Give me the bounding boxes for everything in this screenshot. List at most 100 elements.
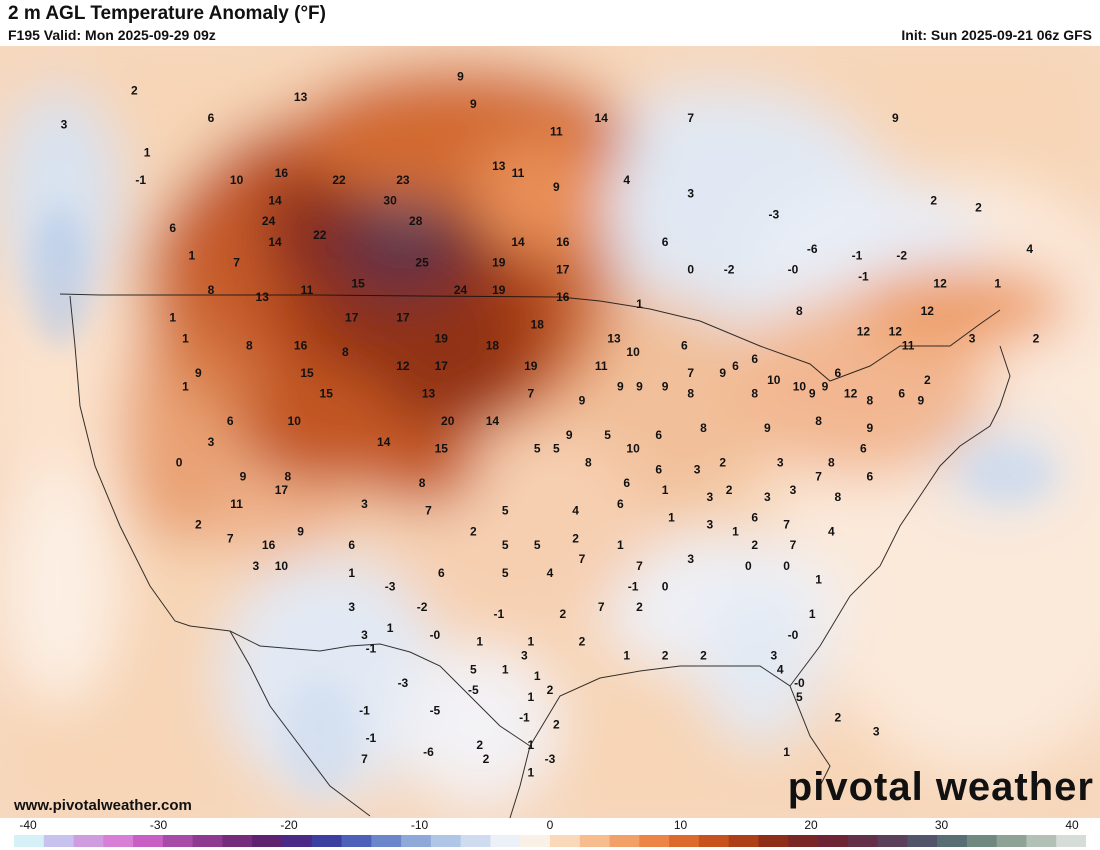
anomaly-label: 8 (342, 345, 349, 359)
anomaly-label: 3 (764, 490, 771, 504)
anomaly-label: -6 (423, 745, 434, 759)
anomaly-label: 6 (898, 387, 905, 401)
colorbar-swatches (14, 835, 1086, 847)
anomaly-label: 5 (604, 428, 611, 442)
colorbar-tick-label: 10 (673, 818, 688, 832)
colorbar-swatch (639, 835, 670, 847)
anomaly-label: 2 (834, 711, 841, 725)
anomaly-label: 1 (348, 566, 355, 580)
anomaly-label: 14 (268, 194, 282, 208)
colorbar-tick-label: 0 (546, 818, 554, 832)
anomaly-label: 1 (636, 297, 643, 311)
anomaly-label: 15 (435, 442, 449, 456)
anomaly-label: -0 (430, 628, 441, 642)
anomaly-label: 14 (486, 414, 500, 428)
anomaly-label: -1 (366, 642, 377, 656)
anomaly-label: 2 (470, 524, 477, 538)
colorbar-swatch (1056, 835, 1086, 847)
anomaly-label: 2 (751, 538, 758, 552)
colorbar-swatch (73, 835, 104, 847)
anomaly-label: 28 (409, 214, 423, 228)
colorbar-swatch (133, 835, 164, 847)
anomaly-label: 4 (547, 566, 554, 580)
anomaly-label: 1 (662, 483, 669, 497)
anomaly-label: -1 (366, 731, 377, 745)
anomaly-label: 12 (933, 276, 947, 290)
anomaly-label: -0 (788, 263, 799, 277)
anomaly-label: 8 (828, 456, 835, 470)
anomaly-label: 7 (425, 504, 432, 518)
colorbar-tick-label: 40 (1065, 818, 1079, 832)
anomaly-label: 9 (579, 393, 586, 407)
anomaly-label: 22 (332, 173, 346, 187)
mexico-pacific-coast (229, 630, 371, 817)
anomaly-label: 14 (377, 435, 391, 449)
anomaly-label: 6 (438, 566, 445, 580)
anomaly-label: 10 (275, 559, 289, 573)
colorbar-swatch (252, 835, 283, 847)
anomaly-label: 2 (195, 518, 202, 532)
anomaly-label: 12 (844, 387, 858, 401)
anomaly-label: 3 (208, 435, 215, 449)
anomaly-label: 20 (441, 414, 455, 428)
init-time: Init: Sun 2025-09-21 06z GFS (901, 27, 1092, 43)
colorbar-tick-label: 30 (934, 818, 949, 832)
boundary-lines (59, 293, 1011, 818)
anomaly-label: 5 (470, 662, 477, 676)
anomaly-label: 0 (687, 263, 694, 277)
anomaly-label: 7 (687, 366, 694, 380)
anomaly-label: 3 (770, 649, 777, 663)
anomaly-label: 2 (131, 83, 138, 97)
anomaly-label: 9 (617, 380, 624, 394)
colorbar-swatch (43, 835, 75, 847)
anomaly-label: -1 (135, 173, 146, 187)
anomaly-label: 5 (796, 690, 803, 704)
anomaly-label: 15 (351, 276, 365, 290)
website-url[interactable]: www.pivotalweather.com (14, 797, 192, 814)
anomaly-label: 6 (860, 442, 867, 456)
anomaly-label: 1 (783, 745, 790, 759)
anomaly-label: 3 (361, 497, 368, 511)
anomaly-label: -0 (794, 676, 805, 690)
anomaly-label: 6 (751, 511, 758, 525)
colorbar-swatch (550, 835, 581, 847)
anomaly-label: 1 (815, 573, 822, 587)
anomaly-label: 7 (361, 752, 368, 766)
anomaly-label: 19 (492, 283, 506, 297)
anomaly-label: -0 (788, 628, 799, 642)
anomaly-label: 6 (169, 221, 176, 235)
anomaly-label: 8 (700, 421, 707, 435)
anomaly-label: 0 (662, 580, 669, 594)
anomaly-label: 25 (415, 256, 429, 270)
anomaly-label: 16 (556, 290, 570, 304)
colorbar-swatch (877, 835, 908, 847)
ocean-tint (30, 206, 1055, 796)
colorbar-tick-label: -40 (19, 818, 37, 832)
anomaly-label: 3 (873, 724, 880, 738)
colorbar-tick-label: -10 (410, 818, 429, 832)
anomaly-label: 3 (707, 518, 714, 532)
anomaly-label: 11 (902, 338, 915, 352)
us-canada-border (59, 293, 1001, 382)
anomaly-label: -1 (858, 269, 869, 283)
anomaly-label: -6 (807, 242, 818, 256)
colorbar-swatch (282, 835, 313, 847)
anomaly-label: 2 (924, 373, 931, 387)
anomaly-label: 1 (189, 249, 196, 263)
anomaly-label: 1 (527, 766, 534, 780)
anomaly-label: 2 (1033, 331, 1040, 345)
anomaly-label: 16 (294, 338, 308, 352)
anomaly-label: -1 (628, 580, 639, 594)
anomaly-label: 2 (579, 635, 586, 649)
anomaly-label: 2 (975, 200, 982, 214)
colorbar-swatch (1026, 835, 1057, 847)
anomaly-label: 3 (252, 559, 259, 573)
colorbar-tick-label: -20 (280, 818, 298, 832)
anomaly-label: 16 (275, 166, 289, 180)
anomaly-label: -2 (417, 600, 428, 614)
anomaly-label: -3 (385, 580, 396, 594)
colorbar-swatch (162, 835, 194, 847)
brand-logo: pivotal weather (787, 765, 1094, 809)
anomaly-label: 7 (233, 256, 240, 270)
valid-time: F195 Valid: Mon 2025-09-29 09z (8, 27, 216, 43)
